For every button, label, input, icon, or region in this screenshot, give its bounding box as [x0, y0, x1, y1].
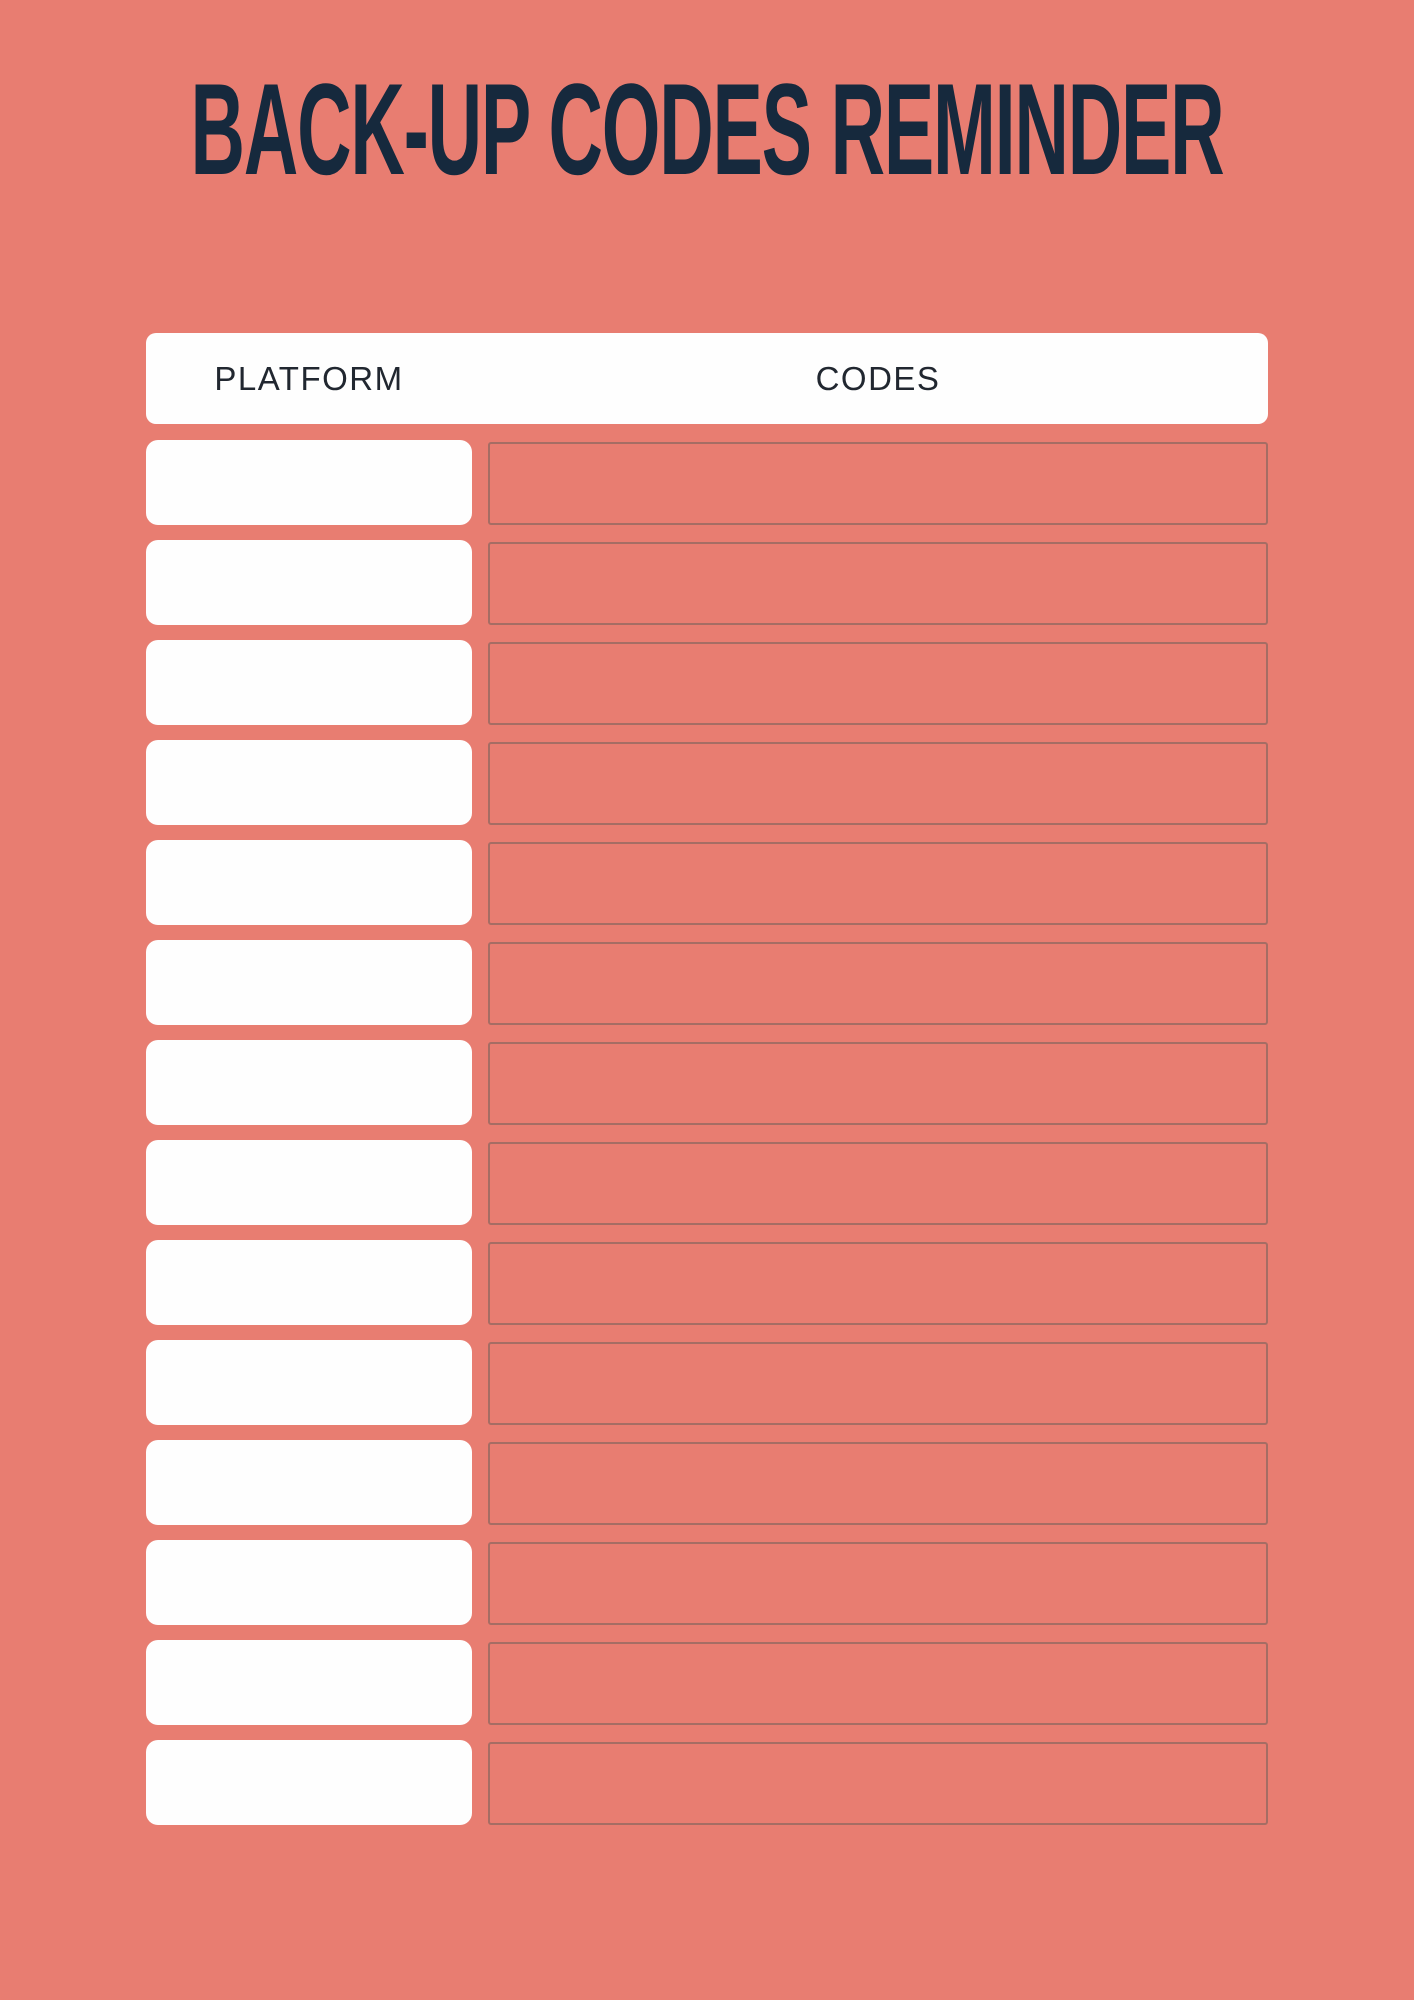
column-header-platform: PLATFORM — [214, 359, 404, 397]
codes-field — [488, 742, 1268, 825]
platform-field — [146, 1040, 472, 1125]
table-row — [146, 1440, 1268, 1525]
table-row — [146, 1340, 1268, 1425]
codes-field — [488, 442, 1268, 525]
platform-field — [146, 640, 472, 725]
platform-field — [146, 1640, 472, 1725]
table-row — [146, 540, 1268, 625]
table-row — [146, 1740, 1268, 1825]
codes-field — [488, 942, 1268, 1025]
codes-field — [488, 1242, 1268, 1325]
codes-field — [488, 1342, 1268, 1425]
platform-field — [146, 1740, 472, 1825]
platform-field — [146, 940, 472, 1025]
codes-field — [488, 1742, 1268, 1825]
table-row — [146, 640, 1268, 725]
platform-field — [146, 1540, 472, 1625]
codes-field — [488, 1142, 1268, 1225]
table-row — [146, 1040, 1268, 1125]
table-row — [146, 1540, 1268, 1625]
table-row — [146, 1640, 1268, 1725]
platform-field — [146, 440, 472, 525]
platform-field — [146, 540, 472, 625]
page-title: BACK-UP CODES REMINDER — [190, 56, 1225, 202]
backup-codes-table: PLATFORM CODES — [146, 333, 1268, 1840]
platform-field — [146, 1140, 472, 1225]
table-header-bar: PLATFORM CODES — [146, 333, 1268, 424]
codes-field — [488, 1642, 1268, 1725]
codes-field — [488, 1042, 1268, 1125]
table-row — [146, 740, 1268, 825]
table-row — [146, 840, 1268, 925]
column-header-codes: CODES — [815, 359, 941, 397]
table-row — [146, 940, 1268, 1025]
platform-field — [146, 840, 472, 925]
platform-field — [146, 740, 472, 825]
platform-field — [146, 1340, 472, 1425]
codes-field — [488, 542, 1268, 625]
codes-field — [488, 1442, 1268, 1525]
table-row — [146, 440, 1268, 525]
codes-field — [488, 1542, 1268, 1625]
platform-field — [146, 1240, 472, 1325]
platform-field — [146, 1440, 472, 1525]
table-row — [146, 1240, 1268, 1325]
codes-field — [488, 842, 1268, 925]
table-rows — [146, 440, 1268, 1825]
codes-field — [488, 642, 1268, 725]
table-row — [146, 1140, 1268, 1225]
